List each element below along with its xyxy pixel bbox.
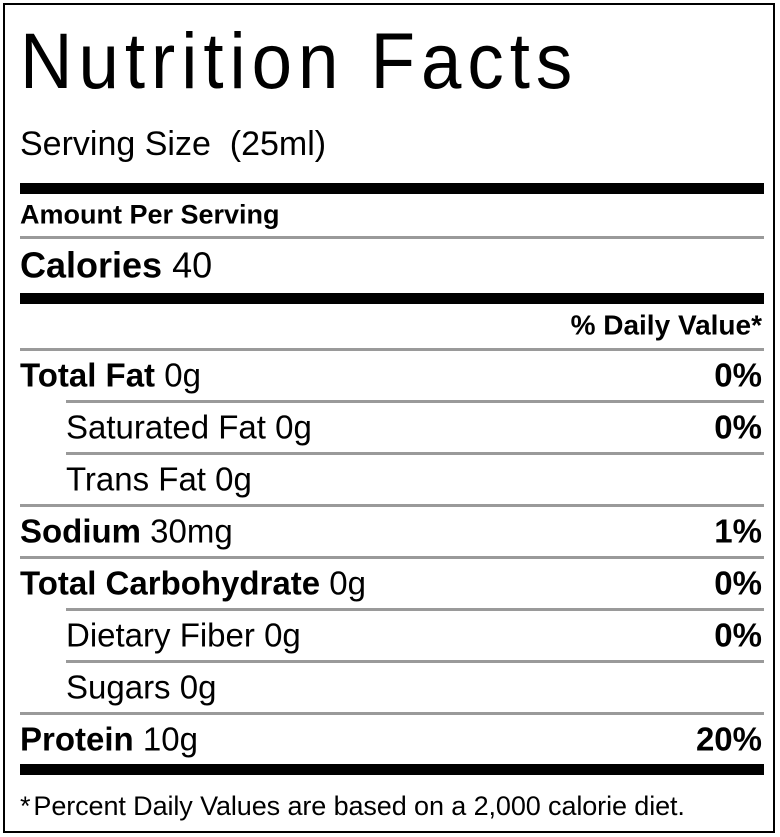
nutrient-text: Protein 10g [20,719,198,757]
divider-thin-main [20,712,764,715]
page-title: Nutrition Facts [20,16,579,105]
nutrient-value: 0g [329,563,366,601]
nutrient-gap [266,408,275,445]
nutrient-name: Protein [20,719,134,757]
table-row: Protein 10g 20% [20,715,764,764]
nutrient-gap [155,356,164,393]
nutrient-daily-value: 0% [714,563,762,601]
table-row: Total Fat 0g 0% [20,351,764,400]
label-content: Nutrition Facts Serving Size (25ml) Amou… [20,7,764,827]
divider-thin-sub [66,660,764,663]
daily-value-header-row: % Daily Value* [20,304,764,348]
nutrient-daily-value: 0% [714,615,762,653]
nutrient-name: Total Fat [20,355,156,393]
nutrient-gap [255,616,264,653]
nutrient-value: 0g [264,615,301,653]
table-row: Total Carbohydrate 0g 0% [20,559,764,608]
divider-thin-main [20,504,764,507]
nutrient-value: 0g [179,667,217,705]
nutrient-text: Sodium 30mg [20,511,233,549]
calories-text: Calories 40 [20,247,212,283]
nutrient-text: Saturated Fat 0g [66,407,312,445]
nutrient-text: Total Carbohydrate 0g [20,563,366,601]
divider-thin-amount [20,236,764,239]
nutrient-name: Sodium [20,511,141,549]
table-row: Saturated Fat 0g 0% [20,403,764,452]
nutrient-gap [206,460,215,497]
daily-value-header-label: % Daily Value* [570,309,762,341]
nutrient-text: Total Fat 0g [20,355,201,393]
nutrient-value: 0g [215,459,252,497]
divider-thick-bottom [20,764,764,775]
nutrient-text: Dietary Fiber 0g [66,615,301,653]
nutrient-gap [134,720,143,757]
divider-thin-sub [66,608,764,611]
nutrient-value: 30mg [150,511,233,549]
nutrient-name: Dietary Fiber [66,615,255,653]
table-row: Sugars 0g [20,663,764,712]
nutrient-gap [320,564,329,601]
table-row: Dietary Fiber 0g 0% [20,611,764,660]
table-row: Sodium 30mg 1% [20,507,764,556]
divider-thick-top [20,183,764,194]
nutrient-name: Trans Fat [66,459,206,497]
divider-thin-dvheader [20,348,764,351]
divider-thin-sub [66,400,764,403]
nutrient-gap [141,512,150,549]
nutrient-name: Saturated Fat [66,407,266,445]
amount-per-serving-row: Amount Per Serving [20,194,764,236]
title-spacer [20,165,764,183]
nutrient-daily-value: 20% [695,719,762,757]
nutrient-gap [171,668,180,705]
nutrient-daily-value: 1% [714,511,762,549]
label-border: Nutrition Facts Serving Size (25ml) Amou… [3,3,775,833]
nutrient-daily-value: 0% [714,355,762,393]
nutrient-value: 10g [142,719,198,757]
amount-per-serving-label: Amount Per Serving [20,199,280,230]
footnote: * Percent Daily Values are based on a 2,0… [20,775,764,823]
calories-amount: 40 [172,244,213,286]
footnote-asterisk: * [20,791,31,821]
table-row: Trans Fat 0g [20,455,764,504]
nutrient-text: Sugars 0g [66,667,217,705]
nutrient-value: 0g [164,355,201,393]
serving-size-text: Serving Size (25ml) [20,125,327,163]
nutrient-name: Total Carbohydrate [20,563,321,601]
nutrient-value: 0g [275,407,312,445]
nutrient-text: Trans Fat 0g [66,459,252,497]
calories-row: Calories 40 [20,239,764,293]
nutrient-name: Sugars [66,667,171,705]
nutrient-daily-value: 0% [714,407,762,445]
divider-thin-main [20,556,764,559]
divider-thick-calories [20,293,764,304]
calories-label: Calories [20,244,163,286]
calories-value [162,244,172,285]
footnote-text: Percent Daily Values are based on a 2,00… [33,791,685,821]
divider-thin-sub [66,452,764,455]
